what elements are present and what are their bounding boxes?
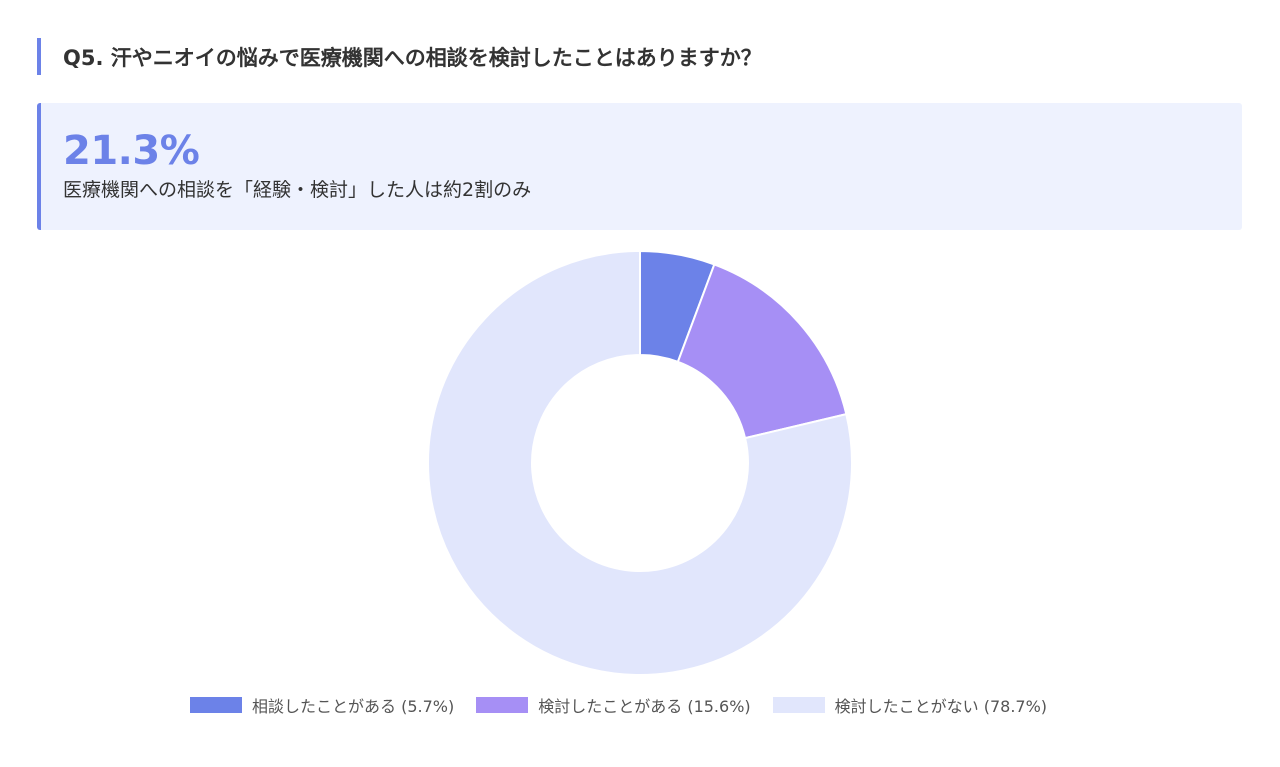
legend-label: 相談したことがある (5.7%) xyxy=(252,697,455,716)
legend-item[interactable]: 検討したことがある (15.6%) xyxy=(476,693,751,717)
highlight-caption: 医療機関への相談を「経験・検討」した人は約2割のみ xyxy=(63,179,532,201)
legend-swatch xyxy=(190,697,242,713)
legend-label: 検討したことがない (78.7%) xyxy=(834,697,1048,716)
chart-legend: 相談したことがある (5.7%) 検討したことがある (15.6%) 検討したこ… xyxy=(190,692,1090,718)
legend-item[interactable]: 検討したことがない (78.7%) xyxy=(772,693,1048,717)
legend-label: 検討したことがある (15.6%) xyxy=(538,697,751,716)
legend-swatch xyxy=(772,697,825,713)
legend-swatch xyxy=(476,697,529,713)
legend-item[interactable]: 相談したことがある (5.7%) xyxy=(190,693,454,717)
highlight-value: 21.3% xyxy=(63,128,200,174)
question-heading: Q5. 汗やニオイの悩みで医療機関への相談を検討したことはありますか？ xyxy=(37,38,1247,75)
question-title: Q5. 汗やニオイの悩みで医療機関への相談を検討したことはありますか？ xyxy=(63,45,762,70)
donut-slice[interactable] xyxy=(427,249,853,676)
donut-slice[interactable] xyxy=(676,263,848,440)
highlight-box: 21.3% 医療機関への相談を「経験・検討」した人は約2割のみ xyxy=(37,103,1242,230)
